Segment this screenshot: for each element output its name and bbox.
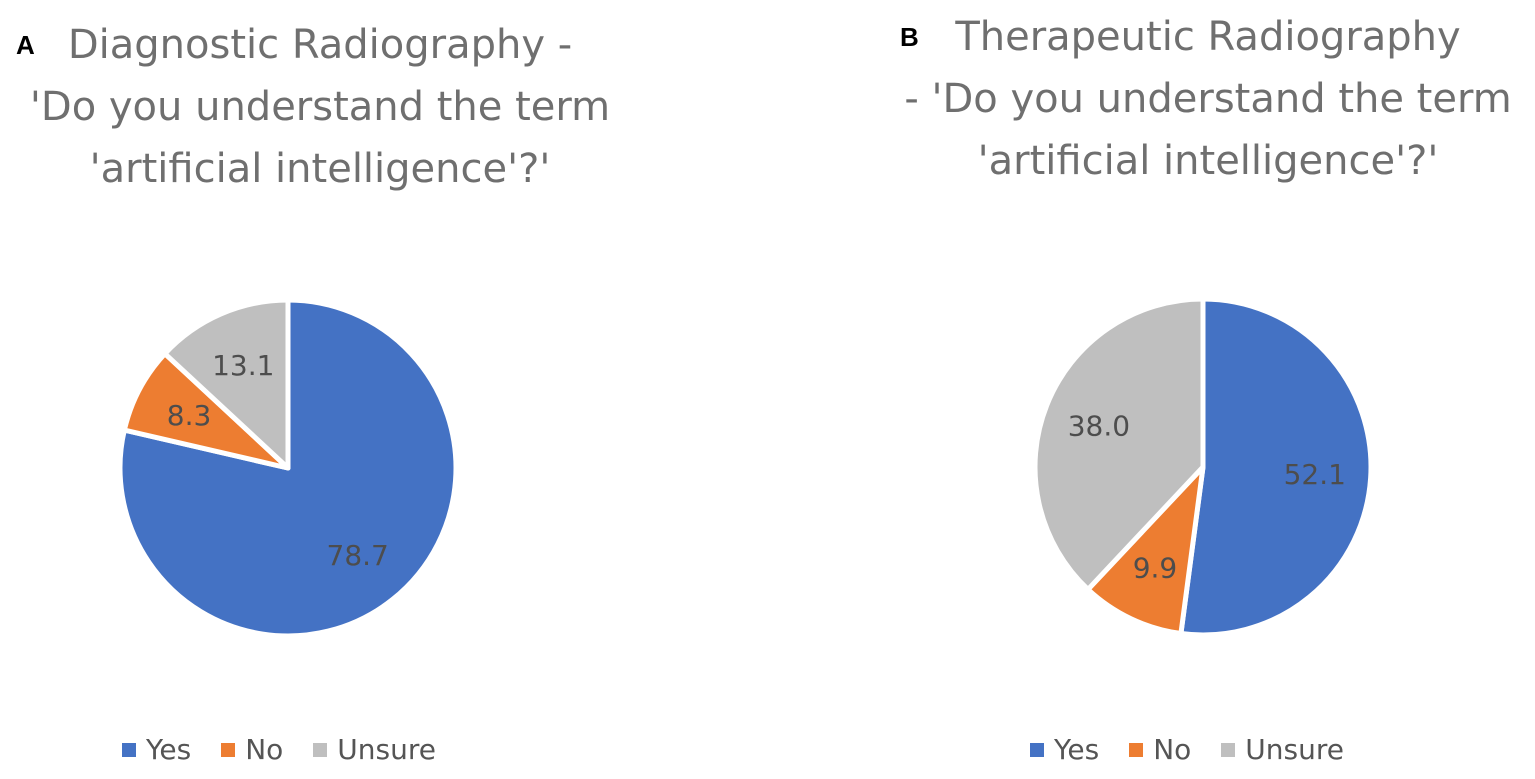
data-label-no-b: 9.9 — [1133, 552, 1178, 585]
chart-panel-b: B Therapeutic Radiography - 'Do you unde… — [880, 0, 1535, 779]
legend-label-yes-b: Yes — [1054, 733, 1100, 766]
chart-title-b-line-2: - 'Do you understand the term — [904, 76, 1512, 122]
legend-item-yes-a: Yes — [122, 733, 191, 766]
data-label-no-a: 8.3 — [167, 399, 212, 432]
chart-title-a: Diagnostic Radiography - 'Do you underst… — [30, 14, 610, 200]
pie-chart-b: 52.1 9.9 38.0 — [1032, 296, 1374, 638]
data-label-unsure-a: 13.1 — [212, 349, 274, 382]
panel-letter-b: B — [900, 22, 919, 52]
legend-swatch-no-a — [221, 742, 236, 757]
legend-label-yes-a: Yes — [146, 733, 192, 766]
legend-swatch-unsure-a — [313, 742, 328, 757]
legend-b: Yes No Unsure — [1030, 733, 1344, 766]
legend-label-no-a: No — [245, 733, 284, 766]
legend-swatch-no-b — [1129, 742, 1144, 757]
legend-item-unsure-b: Unsure — [1221, 733, 1344, 766]
pie-slice-yes-b — [1178, 296, 1374, 638]
legend-label-no-b: No — [1153, 733, 1192, 766]
legend-label-unsure-a: Unsure — [337, 733, 436, 766]
pie-slice-unsure-b — [1032, 296, 1206, 592]
legend-swatch-unsure-b — [1221, 742, 1236, 757]
legend-item-no-b: No — [1129, 733, 1191, 766]
pie-chart-a: 78.7 8.313.1 — [117, 297, 459, 639]
legend-item-no-a: No — [221, 733, 283, 766]
data-label-yes-a: 78.7 — [327, 539, 389, 572]
chart-title-a-line-1: Diagnostic Radiography - — [67, 22, 573, 68]
chart-title-a-line-3: 'artificial intelligence'?' — [89, 146, 551, 192]
chart-title-b-line-3: 'artificial intelligence'?' — [977, 138, 1439, 184]
legend-a: Yes No Unsure — [122, 733, 436, 766]
chart-title-a-line-2: 'Do you understand the term — [29, 84, 611, 130]
legend-label-unsure-b: Unsure — [1245, 733, 1344, 766]
chart-title-b: Therapeutic Radiography - 'Do you unders… — [904, 6, 1511, 192]
legend-item-unsure-a: Unsure — [313, 733, 436, 766]
chart-title-b-line-1: Therapeutic Radiography — [955, 14, 1461, 60]
pie-slice-unsure-a — [162, 297, 291, 471]
legend-item-yes-b: Yes — [1030, 733, 1099, 766]
legend-swatch-yes-b — [1030, 742, 1044, 757]
pie-slice-no-b — [1085, 464, 1206, 637]
panel-letter-a: A — [16, 30, 35, 60]
chart-panel-a: A Diagnostic Radiography - 'Do you under… — [0, 0, 640, 779]
data-label-unsure-b: 38.0 — [1068, 409, 1130, 442]
data-label-yes-b: 52.1 — [1284, 458, 1346, 491]
legend-swatch-yes-a — [122, 742, 136, 757]
